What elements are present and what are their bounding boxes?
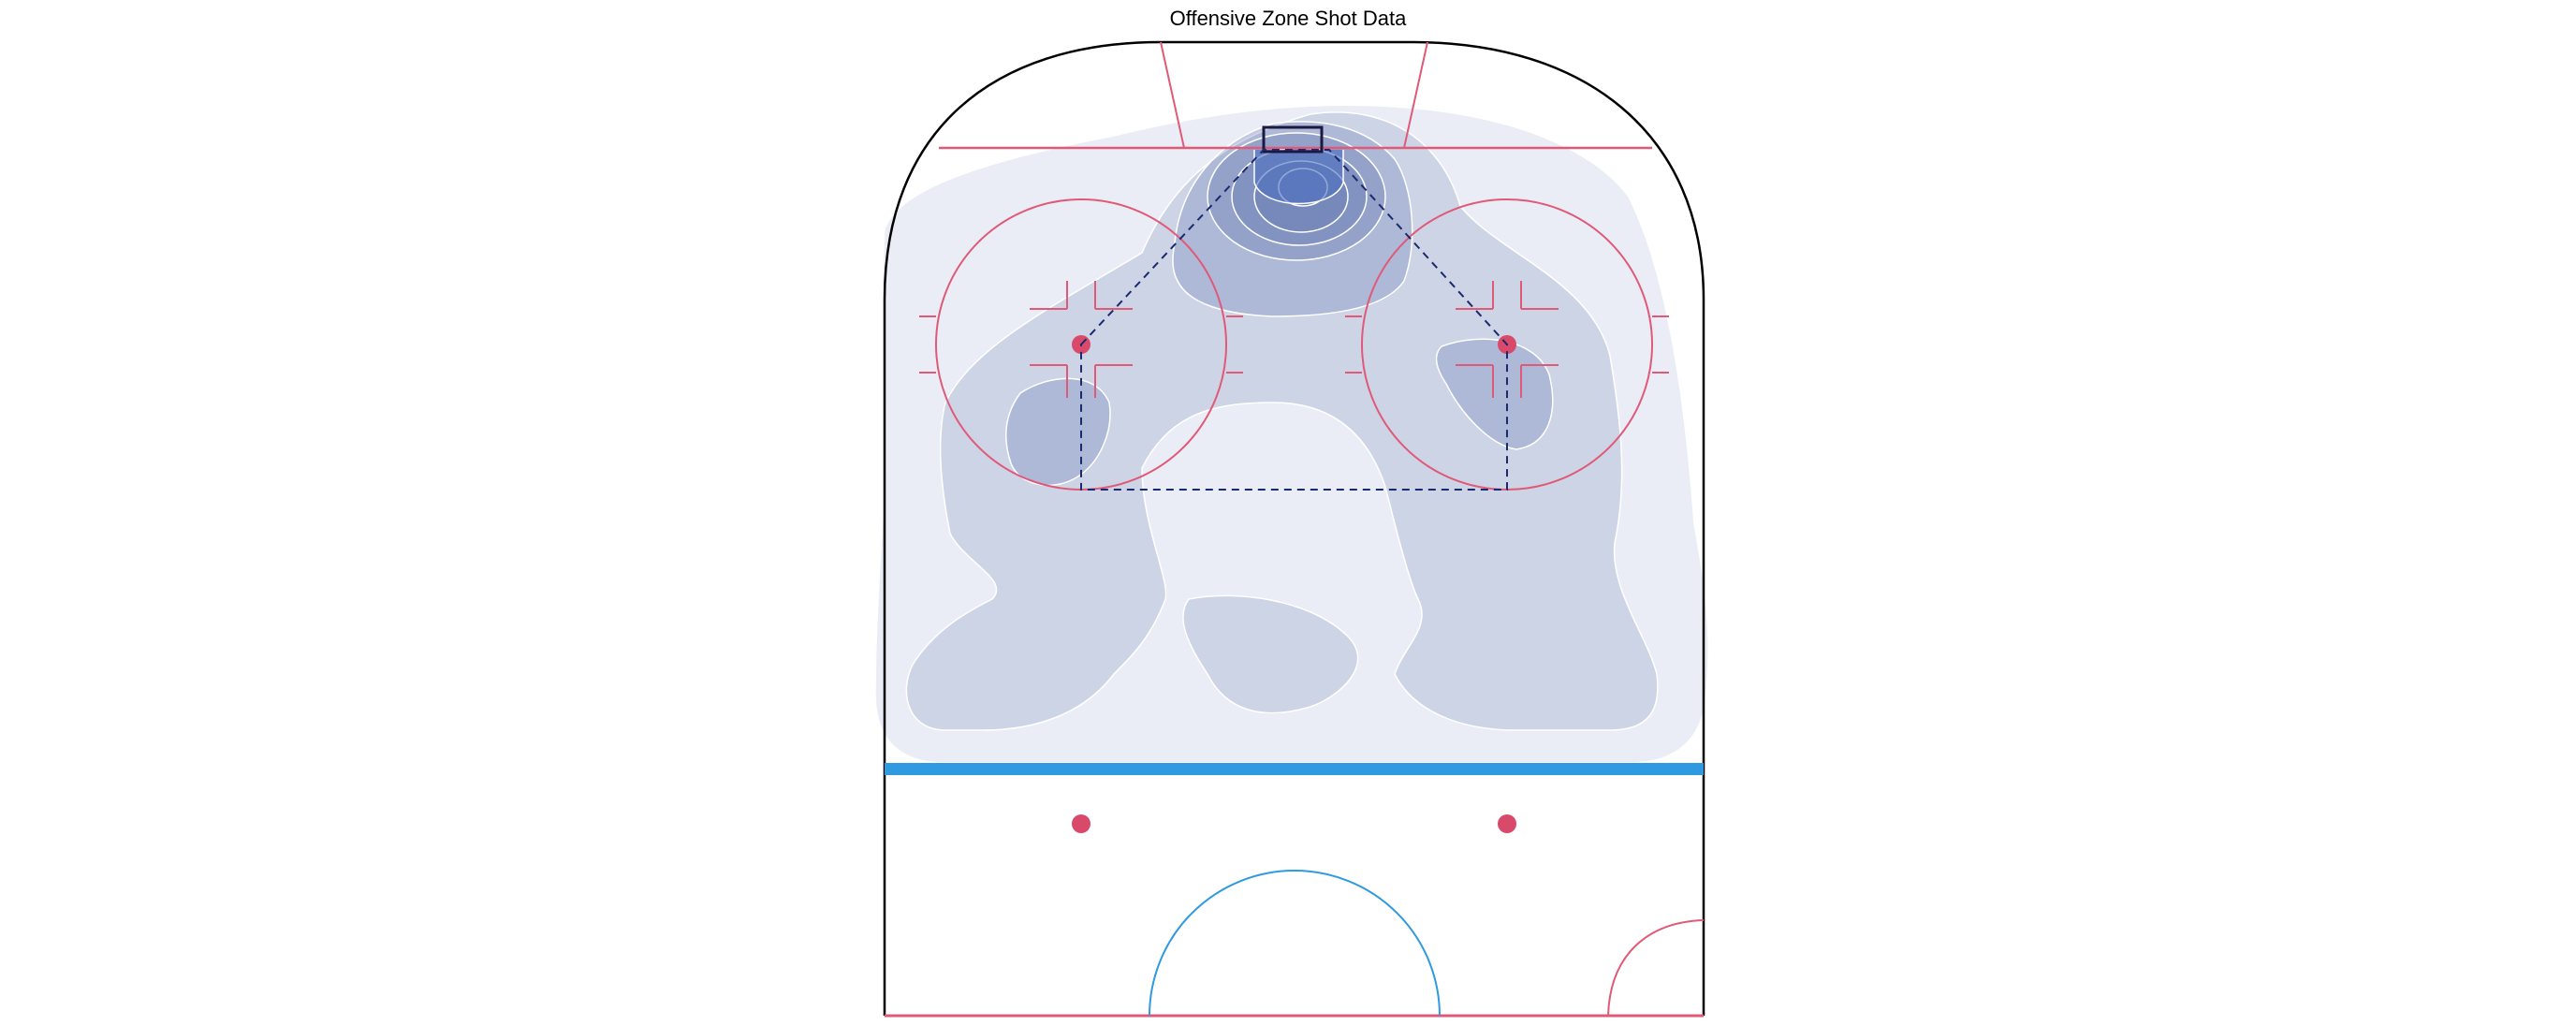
density-level-2-slot	[1182, 594, 1359, 714]
neutral-dot-left	[1072, 814, 1090, 833]
density-level-1	[874, 104, 1709, 764]
rink-boards	[883, 40, 1705, 1016]
goal-net	[1262, 125, 1324, 154]
faceoff-hashmarks-right	[1345, 281, 1669, 398]
goal-line-hash-left	[1160, 41, 1185, 149]
shot-density-heatmap	[874, 104, 1709, 764]
goal-line-hash-right	[1403, 41, 1428, 149]
center-circle	[1149, 870, 1441, 1017]
blue-line	[885, 763, 1704, 775]
neutral-dot-right	[1498, 814, 1516, 833]
corner-circle-right	[1607, 919, 1705, 1017]
rink-outline	[883, 40, 1705, 1018]
slot-area	[1080, 149, 1508, 491]
faceoff-hashmarks-left	[919, 281, 1243, 398]
crease	[1253, 150, 1344, 205]
chart-title: Offensive Zone Shot Data	[1169, 7, 1407, 30]
density-level-2	[905, 111, 1659, 731]
density-level-3-net-front	[1172, 121, 1413, 317]
